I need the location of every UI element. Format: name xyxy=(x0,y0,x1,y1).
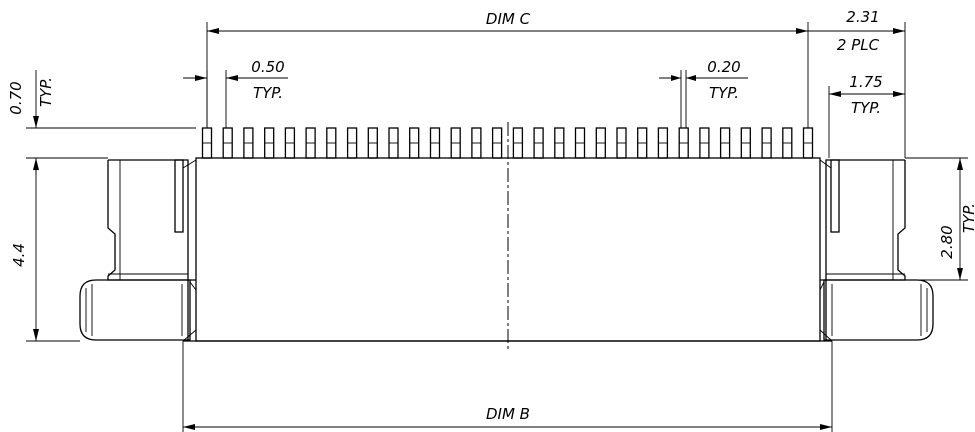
pitch-dimension: 0.50 TYP. xyxy=(183,58,288,128)
pitch-note: TYP. xyxy=(253,84,283,102)
pin-width-dimension: 0.20 TYP. xyxy=(659,58,748,128)
contact-pin xyxy=(761,127,772,159)
contact-pin xyxy=(201,127,213,159)
contact-pin xyxy=(554,127,565,159)
contact-pin xyxy=(284,127,296,159)
contact-pin xyxy=(243,127,254,159)
latch-height-value: 2.80 xyxy=(938,225,956,258)
latch-width-dimension: 1.75 TYP. xyxy=(828,73,905,158)
pin-height-note: TYP. xyxy=(37,77,55,107)
dim-c-label: DIM C xyxy=(486,10,531,28)
pin-height-value: 0.70 xyxy=(7,81,25,114)
end-offset-note: 2 PLC xyxy=(837,36,880,54)
contact-pin xyxy=(740,127,751,159)
contact-pin xyxy=(264,127,275,159)
contact-pin xyxy=(802,127,814,159)
pin-height-dimension: 0.70 TYP. xyxy=(7,70,196,175)
contact-pin xyxy=(222,127,233,159)
contact-pin xyxy=(512,127,524,159)
contact-pin xyxy=(595,127,606,159)
contact-pin xyxy=(699,127,710,159)
contact-pin xyxy=(450,127,461,159)
left-latch xyxy=(79,159,197,342)
contact-pin xyxy=(616,127,627,159)
body-height-dimension: 4.4 xyxy=(10,158,80,342)
contact-pin xyxy=(782,127,793,159)
pin-width-note: TYP. xyxy=(709,84,739,102)
contact-pin xyxy=(326,127,337,159)
contact-pin xyxy=(471,127,482,159)
pin-width-value: 0.20 xyxy=(707,58,740,76)
contact-pin xyxy=(719,127,731,159)
dim-b-dimension: DIM B xyxy=(182,341,833,432)
contact-pin xyxy=(305,127,316,159)
contact-pin xyxy=(346,127,358,159)
contact-pin xyxy=(429,127,441,159)
contact-pin xyxy=(367,127,378,159)
contact-pin xyxy=(533,127,544,159)
latch-height-note: TYP. xyxy=(960,203,975,233)
right-latch xyxy=(819,159,934,342)
latch-width-value: 1.75 xyxy=(849,73,882,91)
contact-pin xyxy=(657,127,669,159)
end-offset-dimension: 2.31 2 PLC xyxy=(808,8,906,158)
body-height-value: 4.4 xyxy=(10,243,28,267)
contact-pin xyxy=(491,127,503,159)
contact-pin xyxy=(388,127,399,159)
contact-pin xyxy=(637,127,648,159)
pitch-value: 0.50 xyxy=(251,58,284,76)
contact-pin xyxy=(409,127,420,159)
end-offset-value: 2.31 xyxy=(846,8,879,26)
contact-pin xyxy=(574,127,586,159)
dim-b-label: DIM B xyxy=(486,405,530,423)
latch-height-dimension: 2.80 TYP. xyxy=(905,157,975,281)
contact-pins xyxy=(201,127,814,159)
latch-width-note: TYP. xyxy=(851,99,881,117)
contact-pin xyxy=(678,127,689,159)
